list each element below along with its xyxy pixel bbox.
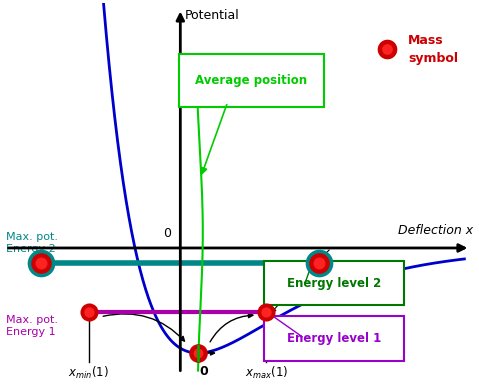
Text: symbol: symbol [408,52,458,65]
Text: Energy level 2: Energy level 2 [287,276,381,290]
Text: Mass: Mass [408,34,444,47]
Text: Average position: Average position [195,74,308,87]
Point [194,350,202,356]
Text: Max. pot.
Energy 2: Max. pot. Energy 2 [6,232,58,254]
Text: $\bf{0}$: $\bf{0}$ [199,365,209,378]
Point [85,309,92,315]
Point [262,309,270,315]
Text: 0: 0 [163,227,171,240]
Text: Max. pot.
Energy 1: Max. pot. Energy 1 [6,315,58,337]
Text: $x_{max}(1)$: $x_{max}(1)$ [244,365,288,381]
FancyBboxPatch shape [179,54,324,107]
Point [262,309,270,315]
Point [316,259,323,266]
FancyBboxPatch shape [264,316,404,361]
Point [85,309,92,315]
Text: $x_{min}(1)$: $x_{min}(1)$ [68,365,109,381]
Point [316,259,323,266]
Point [37,259,45,266]
FancyBboxPatch shape [264,261,404,305]
Point [384,46,391,52]
Point [194,350,202,356]
Point [316,259,323,266]
Text: Deflection x: Deflection x [398,225,473,237]
Point [384,46,391,52]
Point [37,259,45,266]
Point [37,259,45,266]
Text: Energy level 1: Energy level 1 [287,332,381,345]
Text: Potential: Potential [185,8,240,22]
